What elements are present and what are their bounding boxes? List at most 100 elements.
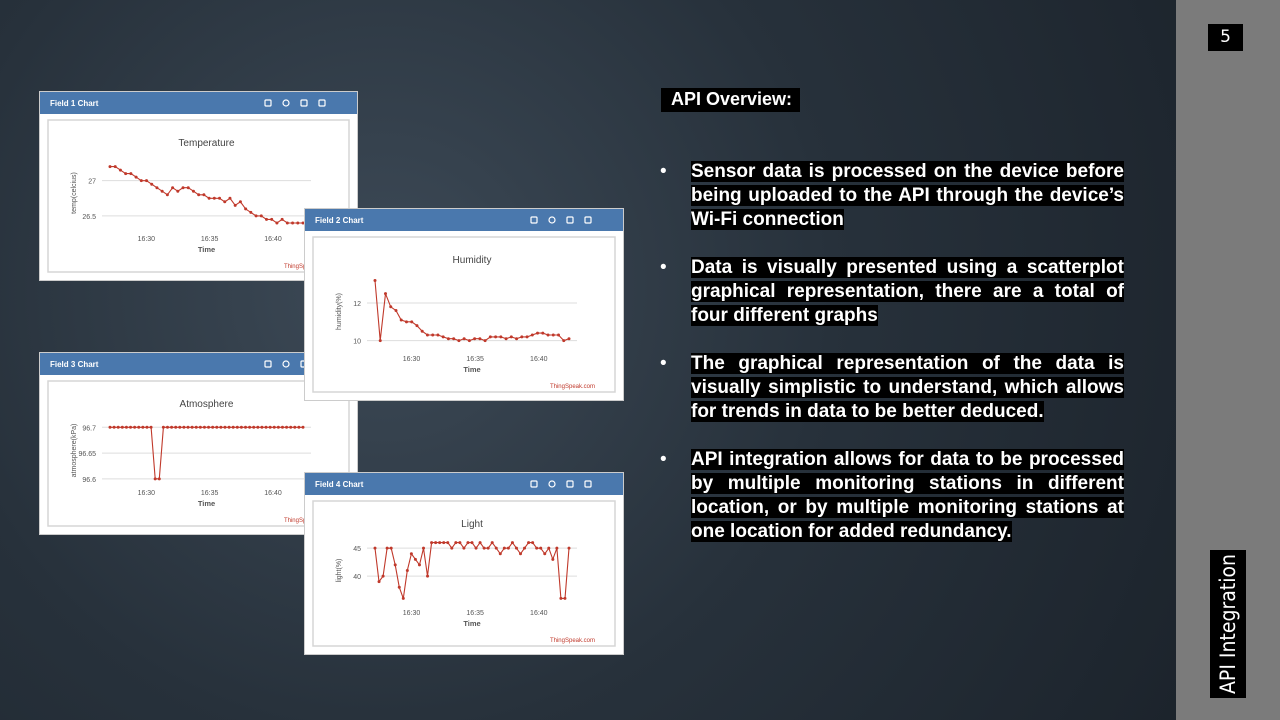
data-point <box>145 425 149 429</box>
header-icon[interactable] <box>584 480 592 488</box>
x-tick-label: 16:35 <box>201 490 219 497</box>
data-point <box>293 425 297 429</box>
data-point <box>562 339 566 343</box>
x-tick-label: 16:30 <box>403 610 421 617</box>
data-point <box>415 324 419 328</box>
data-point <box>486 546 490 550</box>
data-point <box>425 333 429 337</box>
data-point <box>557 333 561 337</box>
header-icon[interactable] <box>282 99 290 107</box>
data-point <box>244 207 248 211</box>
x-tick-label: 16:40 <box>264 490 282 497</box>
data-point <box>514 546 518 550</box>
chart: Field 3 Chart 96.7 96.65 96.6 16:30 16:35 16:4… <box>40 353 357 527</box>
x-tick-label: 16:35 <box>466 610 484 617</box>
data-point <box>530 333 534 337</box>
data-point <box>482 546 486 550</box>
data-point <box>567 546 571 550</box>
slide-number: 5 <box>1208 24 1243 51</box>
data-point <box>197 193 201 197</box>
data-point <box>254 214 258 218</box>
data-point <box>494 546 498 550</box>
header-icon[interactable] <box>548 480 556 488</box>
chart-title: Atmosphere <box>180 399 234 410</box>
data-point <box>378 339 382 343</box>
data-point <box>434 541 438 545</box>
x-tick-label: 16:40 <box>530 610 548 617</box>
chart: Field 4 Chart 45 40 16:30 16:35 16:40 Time ligh… <box>305 473 623 647</box>
data-point <box>405 569 409 572</box>
data-point <box>436 333 440 337</box>
y-tick-label: 12 <box>353 301 361 308</box>
y-axis-label: light(%) <box>336 559 343 583</box>
data-point <box>385 546 389 550</box>
header-icon[interactable] <box>300 99 308 107</box>
header-icon[interactable] <box>530 216 538 224</box>
data-point <box>116 425 120 429</box>
data-point <box>176 189 180 193</box>
data-point <box>441 335 445 339</box>
data-point <box>223 200 227 204</box>
data-point <box>270 217 274 221</box>
data-point <box>536 331 540 335</box>
data-point <box>509 335 513 339</box>
data-point <box>442 541 446 545</box>
data-point <box>124 425 128 429</box>
data-point <box>118 168 122 172</box>
data-point <box>149 425 153 429</box>
data-point <box>215 425 219 429</box>
card-header <box>305 209 623 231</box>
y-tick-label: 27 <box>88 179 96 186</box>
data-point <box>259 214 263 218</box>
data-point <box>186 425 190 429</box>
data-point <box>207 196 211 200</box>
data-point <box>285 425 289 429</box>
data-point <box>373 546 377 550</box>
data-point <box>498 552 502 556</box>
data-point <box>519 552 522 556</box>
header-icon[interactable] <box>584 216 592 224</box>
data-point <box>275 221 279 225</box>
data-point <box>389 546 393 550</box>
data-point <box>248 425 252 429</box>
data-point <box>467 339 471 343</box>
y-tick-label: 10 <box>353 339 361 346</box>
data-point <box>133 425 137 429</box>
data-point <box>272 425 276 429</box>
data-point <box>535 546 539 550</box>
header-icon[interactable] <box>318 99 326 107</box>
data-point <box>233 203 237 207</box>
x-tick-label: 16:30 <box>138 236 156 243</box>
header-icon[interactable] <box>566 216 574 224</box>
data-point <box>420 329 424 333</box>
data-point <box>171 186 175 190</box>
header-icon[interactable] <box>548 216 556 224</box>
data-point <box>458 541 462 545</box>
data-point <box>393 563 397 567</box>
data-point <box>198 425 202 429</box>
data-point <box>112 425 116 429</box>
data-point <box>430 541 434 545</box>
data-point <box>145 179 149 183</box>
header-icon[interactable] <box>264 99 272 107</box>
header-icon[interactable] <box>530 480 538 488</box>
bullet: Data is visually presented using a scatt… <box>660 256 1124 328</box>
chart: Field 2 Chart 12 10 16:30 16:35 16:40 Time humi… <box>305 209 623 393</box>
window-title: Field 4 Chart <box>315 480 364 489</box>
header-icon[interactable] <box>566 480 574 488</box>
data-point <box>551 557 555 561</box>
data-point <box>470 541 474 545</box>
data-point <box>190 425 194 429</box>
bullet-text: Sensor data is processed on the device b… <box>691 161 1124 230</box>
header-icon[interactable] <box>264 360 272 368</box>
data-point <box>547 546 551 550</box>
data-point <box>399 318 403 322</box>
x-tick-label: 16:40 <box>264 236 282 243</box>
x-axis-label: Time <box>463 619 480 628</box>
data-point <box>559 596 563 600</box>
data-point <box>301 425 305 429</box>
data-point <box>239 425 243 429</box>
data-point <box>276 425 280 429</box>
header-icon[interactable] <box>282 360 290 368</box>
